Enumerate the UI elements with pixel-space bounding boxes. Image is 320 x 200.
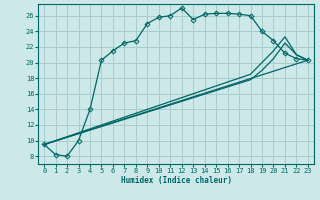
X-axis label: Humidex (Indice chaleur): Humidex (Indice chaleur) bbox=[121, 176, 231, 185]
